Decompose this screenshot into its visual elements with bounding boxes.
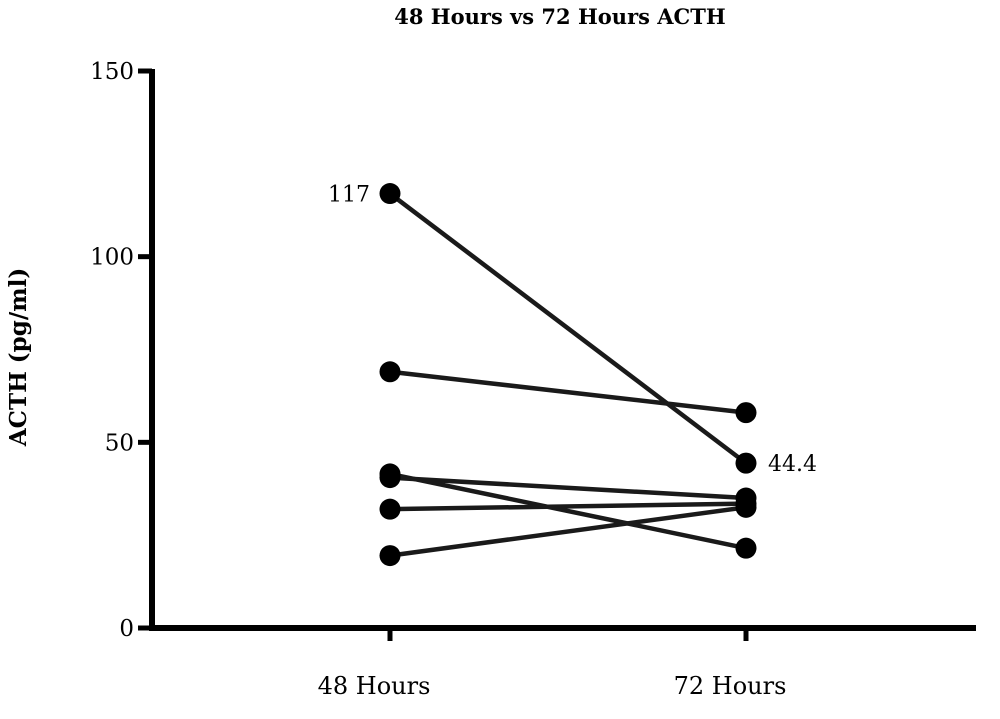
series-line (387, 191, 749, 466)
series-line (387, 501, 749, 512)
series-line (387, 471, 749, 551)
y-tick-label: 50 (105, 430, 134, 456)
series-line (387, 369, 749, 415)
data-point (379, 498, 401, 520)
y-tick-label: 150 (90, 59, 134, 85)
y-tick-label: 0 (119, 616, 134, 642)
series-lines (387, 191, 749, 558)
data-points (379, 183, 757, 567)
data-point (379, 545, 401, 567)
data-point (379, 467, 401, 489)
series-line (387, 475, 749, 501)
axes: 0 50 100 150 48 Hours 72 Hours (90, 59, 976, 700)
data-label: 44.4 (768, 452, 817, 477)
annotations: 117 44.4 (328, 183, 817, 478)
data-point (735, 537, 757, 559)
data-point (735, 496, 757, 518)
y-axis-label: ACTH (pg/ml) (5, 268, 32, 447)
data-point (735, 452, 757, 474)
data-label: 117 (328, 183, 370, 208)
y-tick-label: 100 (90, 245, 134, 271)
data-point (379, 361, 401, 383)
x-tick-label: 72 Hours (674, 672, 787, 700)
chart-title: 48 Hours vs 72 Hours ACTH (394, 4, 726, 29)
data-point (735, 402, 757, 424)
series-line (387, 505, 749, 558)
data-point (379, 183, 401, 205)
x-tick-label: 48 Hours (318, 672, 431, 700)
